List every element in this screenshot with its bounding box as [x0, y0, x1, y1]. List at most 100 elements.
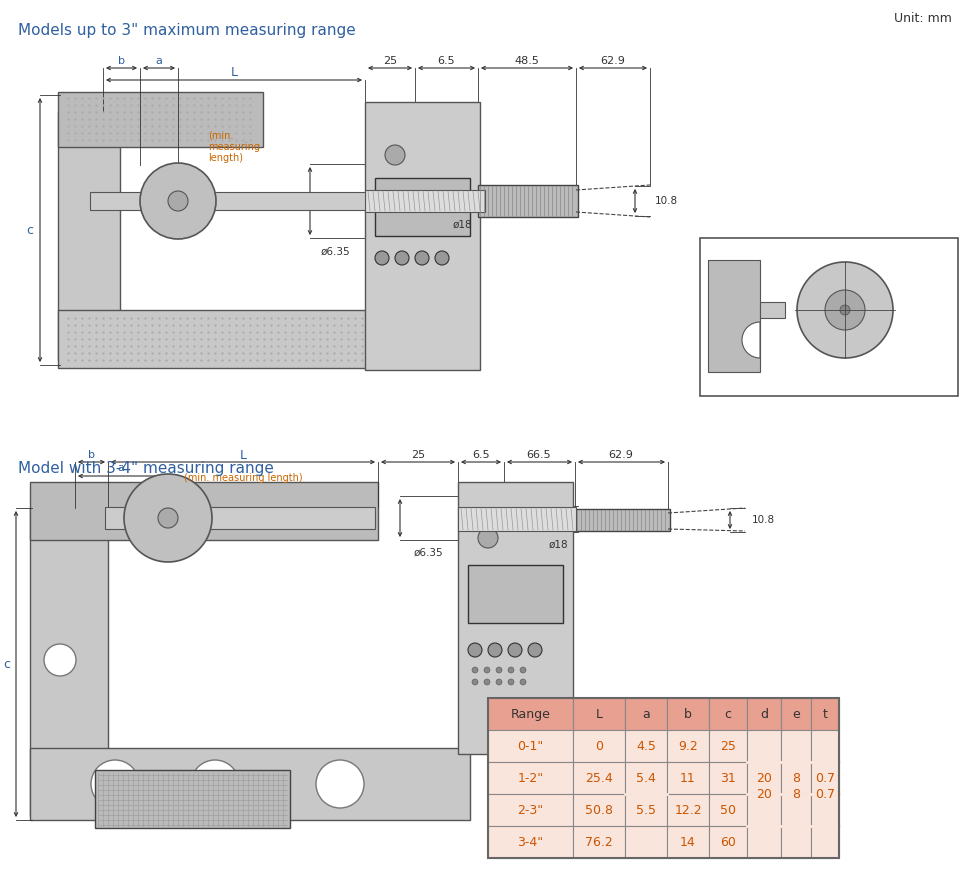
Bar [781, 762, 811, 794]
Circle shape [168, 191, 188, 211]
Circle shape [825, 290, 865, 330]
Bar [625, 698, 667, 730]
Circle shape [797, 262, 893, 358]
Bar [95, 770, 290, 828]
Bar [488, 762, 573, 794]
Text: b: b [87, 450, 94, 460]
Bar [709, 794, 747, 826]
Text: ø18: ø18 [548, 540, 568, 550]
Bar [781, 730, 811, 762]
Text: 8: 8 [792, 788, 800, 800]
Text: b: b [118, 56, 124, 66]
Text: Model with 3-4" measuring range: Model with 3-4" measuring range [18, 461, 274, 475]
Circle shape [316, 760, 364, 808]
Bar [573, 762, 625, 794]
Circle shape [375, 251, 389, 265]
Text: t: t [822, 708, 827, 720]
Text: Models up to 3" maximum measuring range: Models up to 3" maximum measuring range [18, 22, 356, 37]
Text: 0-1": 0-1" [517, 740, 543, 752]
Text: 20: 20 [756, 788, 772, 800]
Text: L: L [239, 448, 247, 462]
Circle shape [140, 163, 216, 239]
Bar [747, 698, 781, 730]
Bar [375, 178, 470, 236]
Bar [811, 698, 839, 730]
Bar [365, 190, 485, 212]
Bar [709, 826, 747, 858]
Bar [667, 698, 709, 730]
Bar [708, 260, 760, 372]
Text: c: c [724, 708, 732, 720]
Bar [58, 92, 263, 147]
Text: 25: 25 [720, 740, 736, 752]
Bar [573, 730, 625, 762]
Bar [105, 507, 375, 529]
Bar [811, 826, 839, 858]
Bar [573, 794, 625, 826]
Bar [667, 730, 709, 762]
Circle shape [488, 643, 502, 657]
Text: 8: 8 [792, 772, 800, 784]
Bar [747, 794, 781, 826]
Text: 0: 0 [595, 740, 603, 752]
Circle shape [508, 643, 522, 657]
Bar [573, 826, 625, 858]
Text: øe: øe [915, 351, 928, 361]
Bar [488, 698, 839, 858]
Circle shape [124, 474, 212, 562]
Circle shape [840, 305, 850, 315]
Text: 62.9: 62.9 [601, 56, 625, 66]
Bar [625, 730, 667, 762]
Bar [781, 794, 811, 826]
Text: 5.5: 5.5 [636, 804, 656, 816]
Circle shape [468, 643, 482, 657]
Bar [781, 698, 811, 730]
Bar [747, 826, 781, 858]
Text: 1-2": 1-2" [517, 772, 543, 784]
Circle shape [158, 508, 178, 528]
Text: 9.2: 9.2 [678, 740, 698, 752]
Bar [811, 794, 839, 826]
Bar [488, 794, 573, 826]
Bar [573, 698, 625, 730]
Text: ød: ød [915, 251, 929, 261]
Bar [709, 730, 747, 762]
Text: e: e [792, 708, 800, 720]
Text: 3-4": 3-4" [517, 836, 543, 849]
Bar [90, 192, 370, 210]
Circle shape [472, 679, 478, 685]
Text: a: a [156, 56, 162, 66]
Circle shape [91, 760, 139, 808]
Text: 25: 25 [411, 450, 425, 460]
Bar [667, 826, 709, 858]
Text: 12.2: 12.2 [675, 804, 702, 816]
Text: (min.
measuring
length): (min. measuring length) [208, 130, 260, 163]
Bar [811, 762, 839, 794]
Bar [575, 509, 670, 531]
Bar [488, 730, 573, 762]
Circle shape [484, 667, 490, 673]
Bar [667, 762, 709, 794]
Bar [625, 826, 667, 858]
Bar [30, 748, 470, 820]
Text: L: L [230, 67, 237, 80]
Bar [709, 762, 747, 794]
Bar [747, 762, 781, 794]
Text: 76.2: 76.2 [585, 836, 613, 849]
Text: 10.8: 10.8 [655, 196, 678, 206]
Text: 66.5: 66.5 [527, 450, 551, 460]
Text: 48.5: 48.5 [514, 56, 539, 66]
Text: 25.4: 25.4 [585, 772, 613, 784]
Text: 25: 25 [383, 56, 398, 66]
Text: 6.5: 6.5 [472, 450, 490, 460]
Bar [747, 730, 781, 762]
Text: L: L [596, 708, 603, 720]
Wedge shape [742, 322, 760, 358]
Text: 14: 14 [680, 836, 696, 849]
Text: a: a [118, 463, 124, 473]
Text: a: a [642, 708, 650, 720]
Circle shape [435, 251, 449, 265]
Text: 0.7: 0.7 [815, 772, 835, 784]
Bar [625, 762, 667, 794]
Text: 60: 60 [720, 836, 736, 849]
